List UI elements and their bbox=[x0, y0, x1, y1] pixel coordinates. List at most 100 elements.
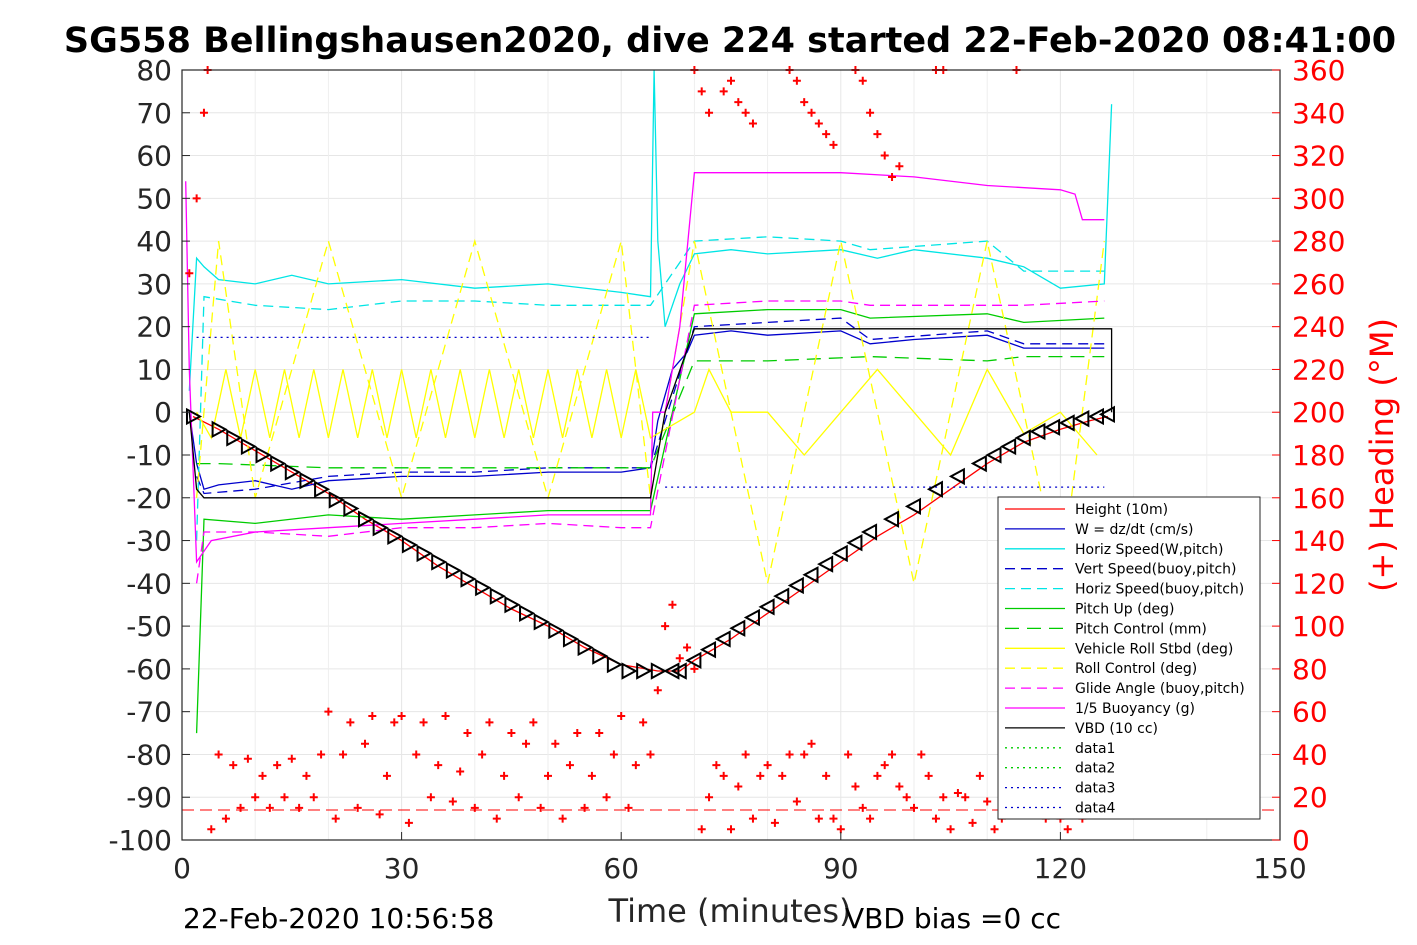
tick-label-right: 260 bbox=[1292, 268, 1345, 301]
tick-label-left: 60 bbox=[136, 140, 172, 173]
heading-point bbox=[463, 729, 472, 738]
heading-point bbox=[558, 814, 567, 823]
heading-point bbox=[858, 803, 867, 812]
legend-label: Vert Speed(buoy,pitch) bbox=[1075, 562, 1237, 578]
heading-point bbox=[485, 718, 494, 727]
heading-point bbox=[910, 803, 918, 812]
height-marker bbox=[592, 647, 609, 665]
heading-point bbox=[770, 818, 779, 827]
heading-point bbox=[961, 793, 970, 802]
heading-point bbox=[390, 718, 399, 727]
heading-point bbox=[683, 643, 692, 652]
height-marker bbox=[314, 480, 331, 498]
heading-point bbox=[448, 797, 457, 806]
height-marker bbox=[758, 598, 775, 616]
tick-label-x: 60 bbox=[603, 852, 639, 885]
tick-label-right: 320 bbox=[1292, 140, 1345, 173]
heading-point bbox=[243, 754, 252, 763]
series-line-pitch-control-mm bbox=[196, 355, 1105, 469]
height-marker bbox=[358, 510, 375, 528]
heading-point bbox=[229, 761, 238, 770]
heading-point bbox=[822, 771, 831, 780]
heading-point bbox=[573, 729, 582, 738]
heading-point bbox=[419, 718, 428, 727]
heading-point bbox=[653, 686, 662, 695]
heading-point bbox=[719, 771, 728, 780]
height-marker bbox=[831, 544, 848, 563]
series-line-pitch-up-deg bbox=[195, 308, 1105, 734]
height-marker bbox=[685, 651, 702, 670]
series-line-horiz-speed-buoy-pitch bbox=[195, 236, 1105, 541]
height-marker bbox=[621, 662, 638, 680]
heading-point bbox=[895, 162, 904, 171]
heading-point bbox=[595, 729, 604, 738]
height-marker bbox=[817, 555, 834, 573]
heading-point bbox=[456, 767, 465, 776]
heading-point bbox=[287, 754, 296, 763]
legend-label: Horiz Speed(W,pitch) bbox=[1075, 542, 1223, 558]
tick-label-left: -40 bbox=[126, 567, 172, 600]
y-axis-label-right: (+) Heading (°M) bbox=[1363, 318, 1401, 592]
height-marker bbox=[416, 544, 433, 563]
height-marker bbox=[284, 463, 301, 481]
heading-point bbox=[536, 803, 545, 812]
tick-label-right: 220 bbox=[1292, 353, 1345, 386]
footer-vbd-bias: VBD bias =0 cc bbox=[845, 902, 1061, 935]
tick-label-right: 80 bbox=[1292, 653, 1328, 686]
height-marker bbox=[636, 662, 653, 680]
heading-point bbox=[800, 98, 809, 107]
height-marker bbox=[663, 662, 680, 680]
heading-point bbox=[822, 130, 831, 139]
tick-label-left: -50 bbox=[126, 610, 172, 643]
heading-point bbox=[712, 761, 721, 770]
height-marker bbox=[1058, 414, 1075, 432]
heading-point bbox=[624, 803, 633, 812]
heading-point bbox=[763, 761, 772, 770]
heading-point bbox=[734, 782, 743, 791]
tick-label-left: -100 bbox=[108, 824, 172, 857]
heading-point bbox=[953, 788, 962, 797]
heading-point bbox=[895, 782, 904, 791]
height-marker bbox=[299, 471, 316, 490]
heading-point bbox=[339, 750, 348, 759]
heading-point bbox=[426, 793, 435, 802]
heading-point bbox=[741, 108, 750, 117]
height-marker bbox=[846, 534, 863, 552]
heading-point bbox=[873, 130, 882, 139]
heading-point bbox=[492, 814, 501, 823]
tick-label-right: 200 bbox=[1292, 396, 1345, 429]
heading-point bbox=[565, 761, 574, 770]
legend-label: data2 bbox=[1075, 761, 1115, 777]
height-marker bbox=[1014, 429, 1031, 447]
heading-point bbox=[851, 782, 860, 791]
heading-point bbox=[500, 771, 509, 780]
height-marker bbox=[787, 576, 804, 595]
x-axis-label: Time (minutes) bbox=[608, 892, 852, 930]
heading-point bbox=[478, 750, 487, 759]
tick-label-left: 0 bbox=[154, 396, 172, 429]
height-marker bbox=[255, 446, 272, 464]
heading-point bbox=[375, 810, 384, 819]
heading-point bbox=[924, 771, 933, 780]
heading-point bbox=[836, 825, 845, 834]
legend-label: data4 bbox=[1075, 801, 1116, 817]
legend-entries: Height (10m) W = dz/dt (cm/s) Horiz Speed(… bbox=[1005, 502, 1245, 817]
series-line-vert-speed-buoy-pitch bbox=[196, 317, 1105, 495]
heading-point bbox=[800, 750, 809, 759]
heading-point bbox=[397, 711, 406, 720]
heading-point bbox=[807, 108, 816, 117]
heading-point bbox=[968, 818, 977, 827]
heading-point bbox=[265, 803, 274, 812]
heading-point bbox=[866, 108, 875, 117]
heading-point bbox=[792, 797, 801, 806]
heading-point bbox=[697, 87, 706, 96]
heading-point bbox=[888, 750, 897, 759]
height-marker bbox=[985, 446, 1002, 464]
heading-point bbox=[434, 761, 443, 770]
heading-point bbox=[317, 750, 326, 759]
tick-label-left: -20 bbox=[126, 482, 172, 515]
height-marker bbox=[270, 454, 287, 473]
tick-label-left: 40 bbox=[136, 225, 172, 258]
heading-point bbox=[185, 269, 194, 278]
